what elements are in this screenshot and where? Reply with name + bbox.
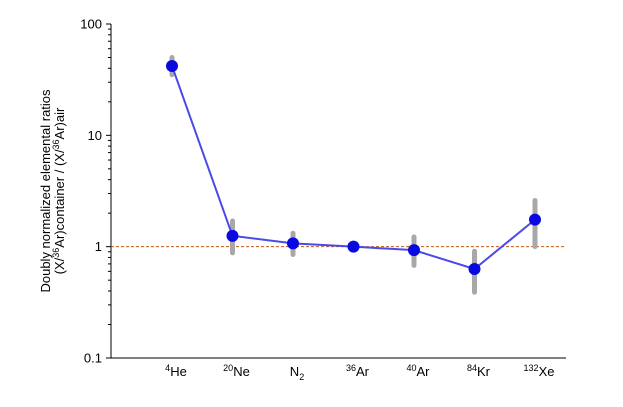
data-point xyxy=(408,244,420,257)
x-category-label: N2 xyxy=(290,364,304,382)
error-bar-layer xyxy=(169,55,538,295)
label-layer: 4He 20Ne N2 36Ar 40Ar 84Kr 132Xe Doubly normali… xyxy=(38,89,554,382)
x-category-label: 84Kr xyxy=(467,363,491,379)
series-line xyxy=(171,65,536,271)
y-axis-title-line1: Doubly normalized elemental ratios xyxy=(38,89,53,293)
data-point xyxy=(529,213,541,226)
data-point xyxy=(468,263,481,276)
data-point xyxy=(287,237,299,250)
x-category-label: 36Ar xyxy=(346,363,370,379)
x-category-label: 4He xyxy=(165,363,187,379)
data-point xyxy=(226,229,239,242)
series-line-layer xyxy=(171,65,536,271)
data-point-layer xyxy=(166,59,541,276)
y-axis-title-line2: (X/36Ar)container / (X/36Ar)air xyxy=(51,107,67,274)
data-point xyxy=(347,240,360,253)
y-tick-label: 10 xyxy=(88,128,102,143)
data-point xyxy=(166,59,178,72)
axes: 0.1 1 10 100 xyxy=(80,17,566,366)
x-category-label: 20Ne xyxy=(223,363,250,379)
x-category-label: 40Ar xyxy=(406,363,430,379)
y-tick-label: 1 xyxy=(95,239,102,254)
y-tick-label: 0.1 xyxy=(84,351,102,366)
y-tick-label: 100 xyxy=(80,17,102,32)
x-category-label: 132Xe xyxy=(524,363,555,379)
